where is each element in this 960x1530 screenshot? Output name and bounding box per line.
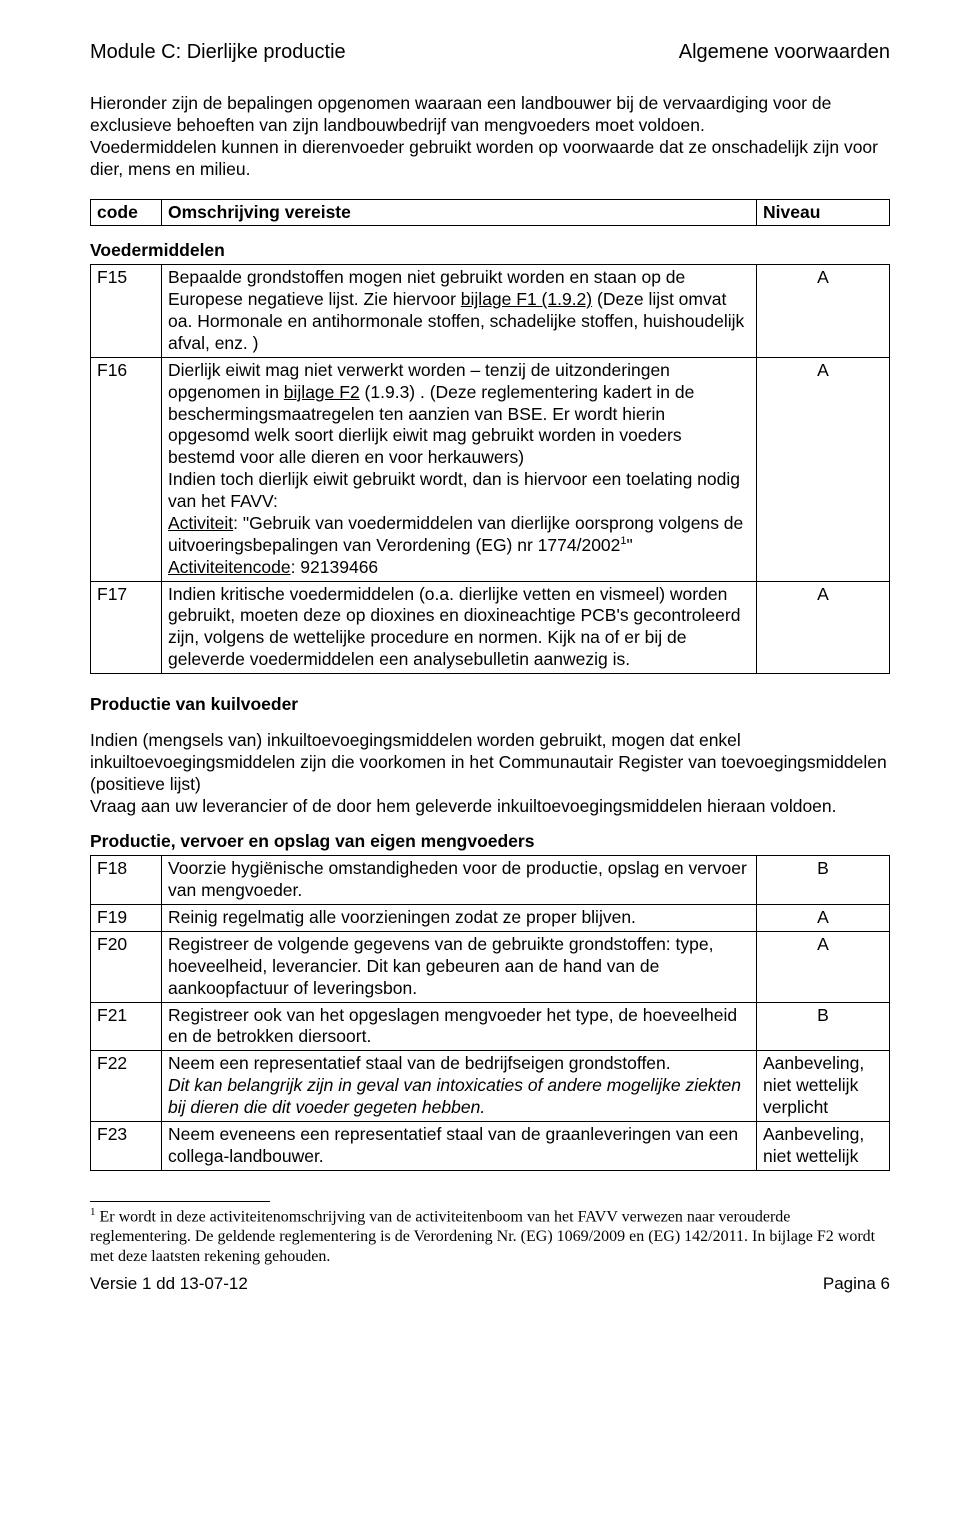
- cell-desc: Reinig regelmatig alle voorzieningen zod…: [162, 905, 757, 932]
- table-productie: F18 Voorzie hygiënische omstandigheden v…: [90, 855, 890, 1170]
- header-table: code Omschrijving vereiste Niveau: [90, 199, 890, 227]
- cell-level: A: [757, 581, 890, 674]
- cell-level: A: [757, 931, 890, 1002]
- cell-code: F21: [91, 1002, 162, 1051]
- table-voedermiddelen: F15 Bepaalde grondstoffen mogen niet geb…: [90, 264, 890, 674]
- page-header: Module C: Dierlijke productie Algemene v…: [90, 40, 890, 65]
- cell-level: A: [757, 905, 890, 932]
- document-page: Module C: Dierlijke productie Algemene v…: [0, 0, 960, 1530]
- cell-code: F17: [91, 581, 162, 674]
- table-row: F16 Dierlijk eiwit mag niet verwerkt wor…: [91, 357, 890, 581]
- footnote: 1 Er wordt in deze activiteitenomschrijv…: [90, 1206, 890, 1267]
- cell-desc: Registreer ook van het opgeslagen mengvo…: [162, 1002, 757, 1051]
- footnote-text: Er wordt in deze activiteitenomschrijvin…: [90, 1208, 875, 1265]
- col-level: Niveau: [757, 199, 890, 226]
- cell-code: F18: [91, 856, 162, 905]
- col-code: code: [91, 199, 162, 226]
- cell-desc: Dierlijk eiwit mag niet verwerkt worden …: [162, 357, 757, 581]
- footer-version: Versie 1 dd 13-07-12: [90, 1273, 248, 1294]
- cell-code: F16: [91, 357, 162, 581]
- cell-level: A: [757, 357, 890, 581]
- page-footer: Versie 1 dd 13-07-12 Pagina 6: [90, 1273, 890, 1294]
- table-row: F23 Neem eveneens een representatief sta…: [91, 1121, 890, 1170]
- table-header-row: code Omschrijving vereiste Niveau: [91, 199, 890, 226]
- link-bijlage-f1: bijlage F1 (1.9.2): [461, 289, 592, 309]
- cell-level: Aanbeveling, niet wettelijk verplicht: [757, 1051, 890, 1122]
- cell-code: F19: [91, 905, 162, 932]
- text: ": [627, 535, 633, 555]
- cell-code: F20: [91, 931, 162, 1002]
- table-row: F15 Bepaalde grondstoffen mogen niet geb…: [91, 265, 890, 358]
- cell-level: B: [757, 1002, 890, 1051]
- cell-level: Aanbeveling, niet wettelijk: [757, 1121, 890, 1170]
- table-row: F18 Voorzie hygiënische omstandigheden v…: [91, 856, 890, 905]
- italic-note: Dit kan belangrijk zijn in geval van int…: [168, 1075, 741, 1117]
- label-activiteit: Activiteit: [168, 513, 233, 533]
- table-row: F17 Indien kritische voedermiddelen (o.a…: [91, 581, 890, 674]
- header-left: Module C: Dierlijke productie: [90, 40, 346, 65]
- cell-desc: Indien kritische voedermiddelen (o.a. di…: [162, 581, 757, 674]
- section-voedermiddelen: Voedermiddelen: [90, 240, 890, 262]
- text: Indien toch dierlijk eiwit gebruikt word…: [168, 469, 740, 511]
- text: : 92139466: [291, 557, 379, 577]
- table-row: F22 Neem een representatief staal van de…: [91, 1051, 890, 1122]
- label-activiteitencode: Activiteitencode: [168, 557, 291, 577]
- link-bijlage-f2: bijlage F2: [284, 382, 360, 402]
- cell-code: F22: [91, 1051, 162, 1122]
- cell-code: F23: [91, 1121, 162, 1170]
- section-productie: Productie, vervoer en opslag van eigen m…: [90, 831, 890, 853]
- intro-paragraph: Hieronder zijn de bepalingen opgenomen w…: [90, 93, 890, 181]
- cell-desc: Voorzie hygiënische omstandigheden voor …: [162, 856, 757, 905]
- table-row: F20 Registreer de volgende gegevens van …: [91, 931, 890, 1002]
- section-kuilvoeder: Productie van kuilvoeder: [90, 694, 890, 716]
- cell-desc: Neem eveneens een representatief staal v…: [162, 1121, 757, 1170]
- table-row: F21 Registreer ook van het opgeslagen me…: [91, 1002, 890, 1051]
- table-row: F19 Reinig regelmatig alle voorzieningen…: [91, 905, 890, 932]
- cell-desc: Bepaalde grondstoffen mogen niet gebruik…: [162, 265, 757, 358]
- cell-code: F15: [91, 265, 162, 358]
- cell-level: B: [757, 856, 890, 905]
- header-right: Algemene voorwaarden: [679, 40, 890, 65]
- text: Neem een representatief staal van de bed…: [168, 1053, 671, 1073]
- cell-desc: Registreer de volgende gegevens van de g…: [162, 931, 757, 1002]
- footer-page-number: Pagina 6: [823, 1273, 890, 1294]
- cell-desc: Neem een representatief staal van de bed…: [162, 1051, 757, 1122]
- footnote-separator: [90, 1201, 270, 1202]
- col-desc: Omschrijving vereiste: [162, 199, 757, 226]
- text: : "Gebruik van voedermiddelen van dierli…: [168, 513, 743, 555]
- kuilvoeder-paragraph: Indien (mengsels van) inkuiltoevoegingsm…: [90, 730, 890, 818]
- cell-level: A: [757, 265, 890, 358]
